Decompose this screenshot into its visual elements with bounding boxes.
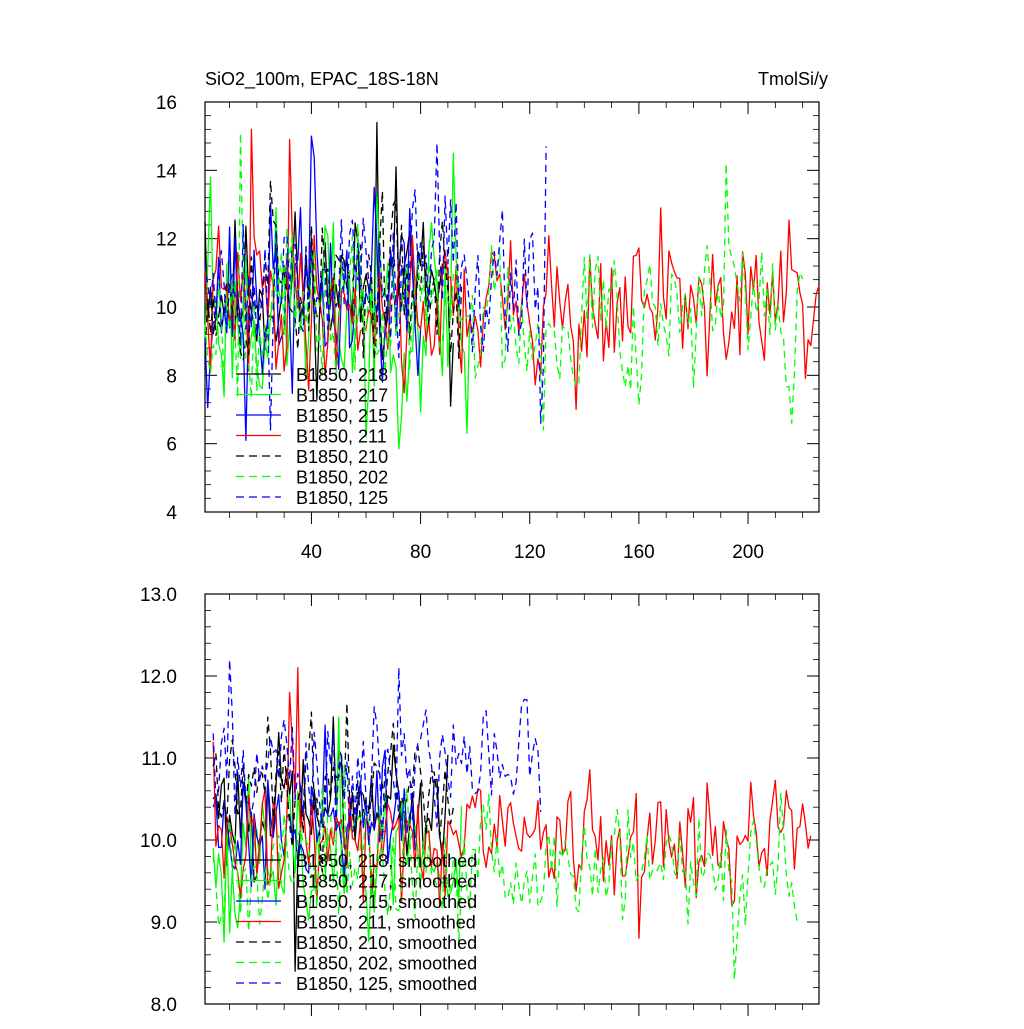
x-tick-label: 40: [301, 542, 322, 563]
legend-label-5: B1850, 202, smoothed: [296, 954, 477, 974]
legend-label-0: B1850, 218, smoothed: [296, 851, 477, 871]
legend-label-3: B1850, 211, smoothed: [296, 913, 476, 933]
bottom-plot-frame: [204, 593, 820, 1005]
top-y-tick-labels: 4 6 8 10 12 14 16: [156, 93, 178, 524]
legend-label-3: B1850, 211: [296, 427, 387, 447]
legend-label-5: B1850, 202: [296, 468, 388, 488]
bottom-axis-ticks: [205, 593, 819, 1016]
series-line-0: [212, 716, 449, 972]
x-tick-label: 120: [514, 542, 546, 563]
legend-label-2: B1850, 215: [296, 406, 388, 426]
top-series-lines: [204, 121, 820, 450]
legend-label-4: B1850, 210, smoothed: [296, 933, 477, 953]
bottom-panel: 8.0 9.0 10.0 11.0 12.0 13.0 B1850, 218, smoot…: [140, 585, 820, 1016]
bottom-series-lines: [212, 658, 812, 981]
y-tick-label: 4: [166, 503, 177, 524]
y-tick-label: 12: [156, 230, 177, 251]
top-chart-title: SiO2_100m, EPAC_18S-18N: [205, 69, 439, 90]
legend-label-2: B1850, 215, smoothed: [296, 892, 477, 912]
legend-label-6: B1850, 125, smoothed: [296, 974, 477, 994]
y-tick-label: 8.0: [151, 995, 177, 1016]
x-tick-label: 160: [623, 542, 655, 563]
top-chart-units: TmolSi/y: [758, 69, 828, 89]
y-tick-label: 9.0: [151, 913, 177, 934]
series-line-6: [204, 142, 547, 431]
series-line-4: [204, 179, 463, 362]
y-tick-label: 8: [166, 366, 177, 387]
legend-label-1: B1850, 217: [296, 386, 388, 406]
y-tick-label: 10: [156, 298, 177, 319]
series-line-6: [212, 658, 542, 846]
y-tick-label: 10.0: [140, 831, 177, 852]
series-line-3: [212, 667, 812, 940]
legend-label-1: B1850, 217, smoothed: [296, 872, 477, 892]
series-line-4: [212, 702, 454, 873]
legend-label-4: B1850, 210: [296, 447, 388, 467]
x-tick-label: 80: [410, 542, 431, 563]
top-x-tick-labels: 40 80 120 160 200: [301, 542, 764, 563]
y-tick-label: 14: [156, 161, 178, 182]
legend-label-6: B1850, 125: [296, 488, 388, 508]
y-tick-label: 13.0: [140, 585, 177, 606]
series-line-5: [212, 765, 798, 981]
series-line-2: [212, 724, 416, 890]
x-tick-label: 200: [732, 542, 764, 563]
bottom-y-tick-labels: 8.0 9.0 10.0 11.0 12.0 13.0: [140, 585, 177, 1016]
y-tick-label: 12.0: [140, 667, 177, 688]
series-line-3: [204, 128, 820, 411]
top-panel: SiO2_100m, EPAC_18S-18N TmolSi/y 4 6 8 10 12…: [156, 69, 828, 563]
legend-label-0: B1850, 218: [296, 365, 388, 385]
y-tick-label: 6: [166, 435, 177, 456]
y-tick-label: 11.0: [141, 749, 177, 770]
y-tick-label: 16: [156, 93, 177, 114]
